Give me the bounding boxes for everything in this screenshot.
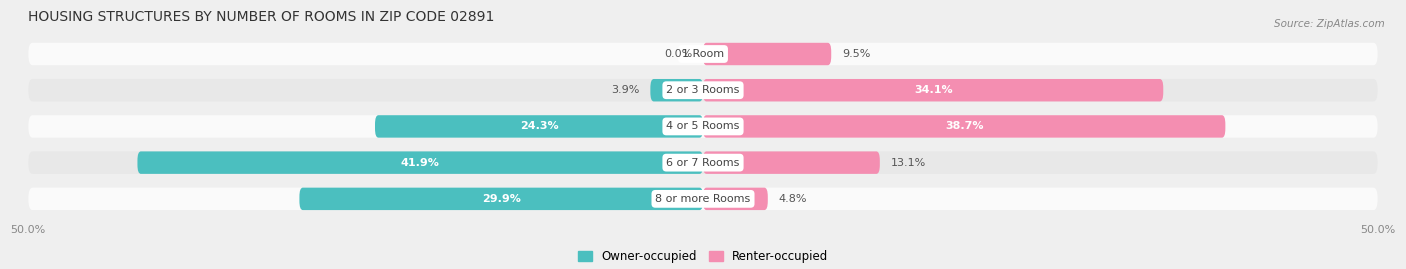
Text: 8 or more Rooms: 8 or more Rooms: [655, 194, 751, 204]
Text: 2 or 3 Rooms: 2 or 3 Rooms: [666, 85, 740, 95]
FancyBboxPatch shape: [28, 79, 1378, 101]
FancyBboxPatch shape: [138, 151, 703, 174]
Text: 34.1%: 34.1%: [914, 85, 952, 95]
FancyBboxPatch shape: [703, 43, 831, 65]
Text: 0.0%: 0.0%: [664, 49, 692, 59]
Text: 24.3%: 24.3%: [520, 121, 558, 132]
Text: 38.7%: 38.7%: [945, 121, 983, 132]
FancyBboxPatch shape: [375, 115, 703, 138]
FancyBboxPatch shape: [703, 115, 1226, 138]
FancyBboxPatch shape: [28, 151, 1378, 174]
Legend: Owner-occupied, Renter-occupied: Owner-occupied, Renter-occupied: [572, 245, 834, 267]
Text: 4 or 5 Rooms: 4 or 5 Rooms: [666, 121, 740, 132]
FancyBboxPatch shape: [28, 115, 1378, 138]
FancyBboxPatch shape: [703, 151, 880, 174]
Text: 4.8%: 4.8%: [779, 194, 807, 204]
FancyBboxPatch shape: [651, 79, 703, 101]
FancyBboxPatch shape: [28, 43, 1378, 65]
FancyBboxPatch shape: [299, 188, 703, 210]
FancyBboxPatch shape: [703, 79, 1163, 101]
FancyBboxPatch shape: [703, 188, 768, 210]
Text: 29.9%: 29.9%: [482, 194, 520, 204]
Text: Source: ZipAtlas.com: Source: ZipAtlas.com: [1274, 19, 1385, 29]
Text: 6 or 7 Rooms: 6 or 7 Rooms: [666, 158, 740, 168]
Text: 13.1%: 13.1%: [890, 158, 927, 168]
Text: 3.9%: 3.9%: [612, 85, 640, 95]
FancyBboxPatch shape: [28, 188, 1378, 210]
Text: 41.9%: 41.9%: [401, 158, 440, 168]
Text: 1 Room: 1 Room: [682, 49, 724, 59]
Text: 9.5%: 9.5%: [842, 49, 870, 59]
Text: HOUSING STRUCTURES BY NUMBER OF ROOMS IN ZIP CODE 02891: HOUSING STRUCTURES BY NUMBER OF ROOMS IN…: [28, 10, 495, 24]
